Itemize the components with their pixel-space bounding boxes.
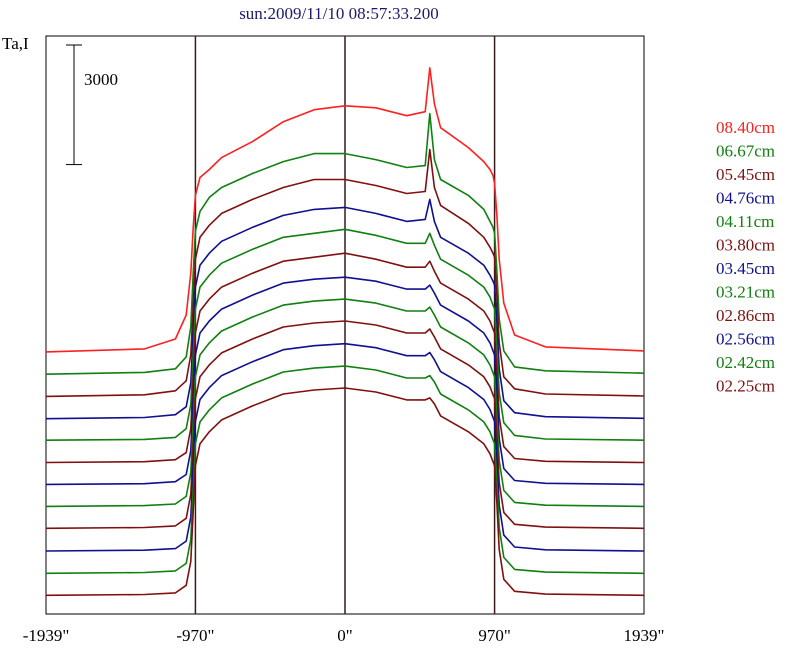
x-tick-label-2: 0" bbox=[337, 626, 352, 645]
legend-entry-04.76cm: 04.76cm bbox=[716, 189, 775, 208]
series-line-04.76cm bbox=[45, 198, 645, 420]
series-line-08.40cm bbox=[45, 67, 645, 353]
chart-title: sun:2009/11/10 08:57:33.200 bbox=[239, 4, 439, 23]
x-tick-labels: -1939" -970" 0" 970" 1939" bbox=[23, 626, 665, 645]
y-axis-label: Ta,I bbox=[2, 34, 29, 53]
series-line-02.56cm bbox=[45, 342, 645, 552]
x-tick-label-0: -1939" bbox=[23, 626, 70, 645]
x-tick-label-3: 970" bbox=[478, 626, 510, 645]
series-line-02.25cm bbox=[45, 387, 645, 597]
legend-entry-02.25cm: 02.25cm bbox=[716, 377, 775, 396]
legend-entry-03.45cm: 03.45cm bbox=[716, 259, 775, 278]
series-line-05.45cm bbox=[45, 148, 645, 398]
legend-entry-02.56cm: 02.56cm bbox=[716, 330, 775, 349]
legend-entry-02.42cm: 02.42cm bbox=[716, 353, 775, 372]
legend-entry-03.80cm: 03.80cm bbox=[716, 236, 775, 255]
scale-bar-label: 3000 bbox=[84, 70, 118, 89]
x-tick-label-4: 1939" bbox=[624, 626, 665, 645]
series-line-02.86cm bbox=[45, 320, 645, 530]
series-lines bbox=[45, 67, 645, 597]
scale-bar: 3000 bbox=[66, 44, 118, 166]
series-line-02.42cm bbox=[45, 365, 645, 575]
series-line-03.45cm bbox=[45, 276, 645, 486]
series-line-06.67cm bbox=[45, 112, 645, 375]
legend-entry-05.45cm: 05.45cm bbox=[716, 165, 775, 184]
series-line-03.21cm bbox=[45, 298, 645, 508]
series-line-04.11cm bbox=[45, 228, 645, 441]
legend-entry-04.11cm: 04.11cm bbox=[716, 212, 774, 231]
legend-entry-03.21cm: 03.21cm bbox=[716, 283, 775, 302]
series-line-03.80cm bbox=[45, 252, 645, 464]
legend-entry-06.67cm: 06.67cm bbox=[716, 142, 775, 161]
vertical-reference-lines bbox=[194, 36, 496, 614]
x-tick-label-1: -970" bbox=[176, 626, 214, 645]
legend: 08.40cm 06.67cm 05.45cm 04.76cm 04.11cm 03.80… bbox=[716, 118, 775, 396]
legend-entry-08.40cm: 08.40cm bbox=[716, 118, 775, 137]
legend-entry-02.86cm: 02.86cm bbox=[716, 306, 775, 325]
